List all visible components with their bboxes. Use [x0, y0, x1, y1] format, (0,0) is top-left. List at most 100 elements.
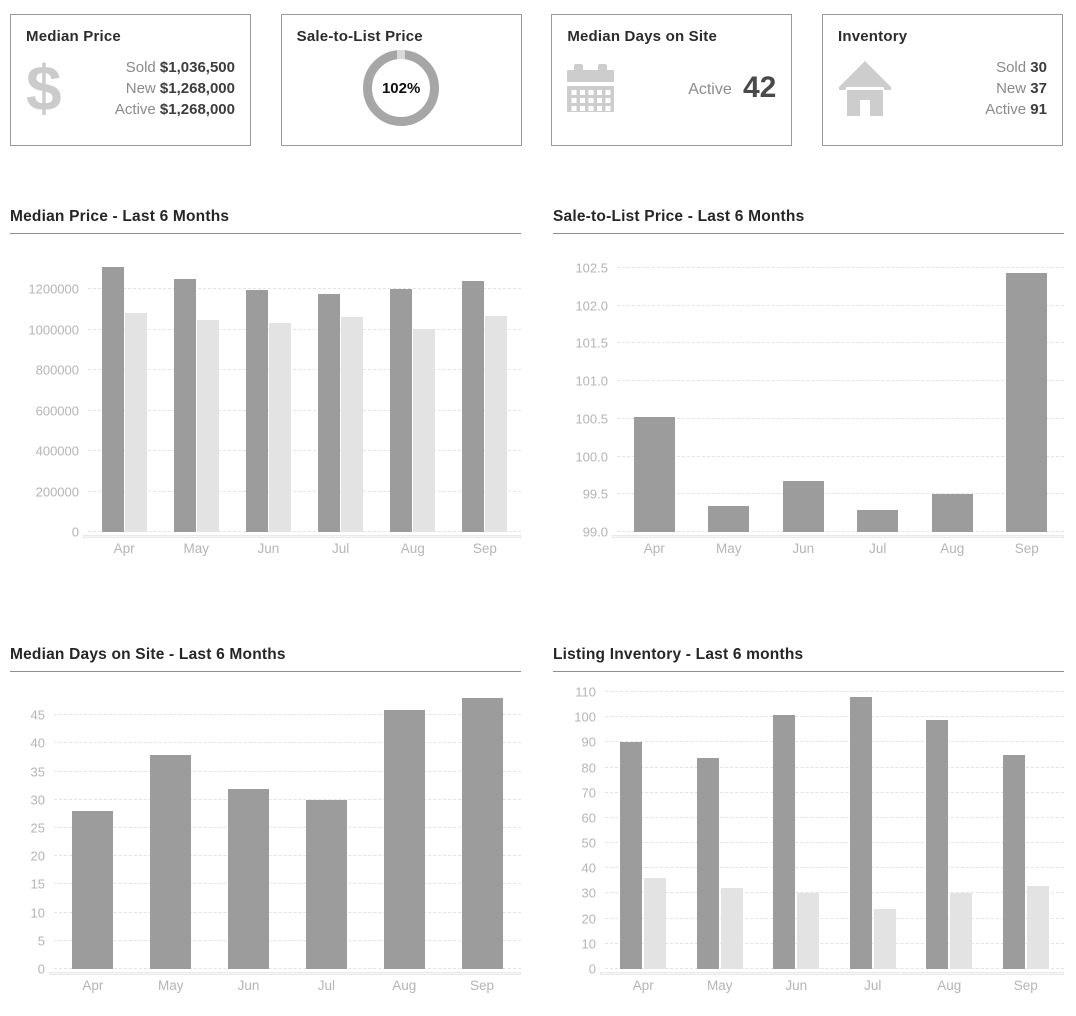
card-body: $ Sold $1,036,500 New $1,268,000 Active $1,…	[26, 45, 235, 131]
chart-plot: 0 200000 400000 600000 800000 1000000 1200000	[28, 249, 521, 539]
bar-apr-secondary	[644, 878, 667, 969]
bar-group-sep	[988, 687, 1065, 969]
x-axis-line	[83, 535, 521, 538]
gridline	[54, 742, 521, 744]
y-tick-label: 10	[30, 905, 45, 921]
x-tick-label: Aug	[400, 541, 425, 556]
x-tick-label: Jun	[785, 978, 808, 993]
x-tick-label: May	[157, 978, 184, 993]
chart-title: Median Days on Site - Last 6 Months	[10, 646, 521, 672]
bar-jun-secondary	[268, 322, 291, 532]
bar-group-sep	[449, 249, 521, 532]
stat-value: 91	[1030, 100, 1047, 118]
gridline	[54, 770, 521, 772]
bar-sep-primary	[461, 698, 503, 969]
calendar-icon	[567, 64, 617, 112]
bar-jul-primary	[857, 510, 899, 532]
bar-group-jun	[766, 249, 841, 532]
gridline	[605, 766, 1064, 768]
x-axis-labels: Apr May Jun Jul Aug Sep	[605, 978, 1064, 993]
bar-may-primary	[696, 757, 719, 969]
gridline	[88, 490, 521, 492]
y-tick-label: 200000	[35, 484, 79, 500]
bar-apr-primary	[101, 267, 124, 532]
card-stats: Active 42	[688, 72, 776, 102]
bar-group-sep	[990, 249, 1065, 532]
bar-aug-primary	[926, 719, 949, 969]
x-axis-line	[49, 972, 521, 975]
bars-layer	[54, 687, 521, 969]
stat-card-inventory: Inventory Sold 30 New 37 Active 91	[821, 14, 1063, 146]
bar-group-jul	[287, 687, 365, 969]
x-tick-label: Jun	[257, 541, 280, 556]
bar-sep-secondary	[485, 315, 508, 532]
y-tick-label: 35	[30, 764, 45, 780]
bar-jul-primary	[318, 294, 341, 532]
y-tick-label: 1200000	[28, 281, 79, 297]
bar-may-secondary	[196, 319, 219, 532]
x-tick-label: Apr	[82, 978, 104, 993]
dollar-icon: $	[26, 52, 62, 124]
bar-group-apr	[605, 687, 682, 969]
y-tick-label: 1000000	[28, 322, 79, 338]
gridline	[605, 867, 1064, 869]
stat-label: Active	[688, 80, 732, 98]
x-axis-labels: Apr May Jun Jul Aug Sep	[617, 541, 1064, 556]
x-tick-label: Jul	[864, 978, 882, 993]
bar-group-may	[692, 249, 767, 532]
chart-title: Median Price - Last 6 Months	[10, 208, 521, 234]
card-body: Active 42	[567, 45, 776, 131]
y-tick-label: 80	[581, 760, 596, 776]
gridline	[88, 531, 521, 532]
bar-aug-secondary	[413, 328, 436, 532]
chart-plot: 0 10 20 30 40 50 60 70 80 90 100 110	[574, 686, 1064, 976]
stat-label: New	[996, 79, 1027, 97]
bars-layer	[605, 687, 1064, 969]
x-tick-label: May	[183, 541, 210, 556]
bar-aug-secondary	[950, 893, 973, 969]
bar-apr-primary	[620, 742, 643, 969]
y-tick-label: 800000	[35, 362, 79, 378]
card-body: 102%	[297, 45, 506, 131]
stat-label: Sold	[996, 58, 1027, 76]
y-tick-label: 100.0	[575, 449, 608, 465]
y-tick-label: 0	[71, 524, 79, 540]
bar-group-apr	[54, 687, 132, 969]
bar-group-jul	[305, 249, 377, 532]
y-tick-label: 600000	[35, 403, 79, 419]
bar-jul-secondary	[341, 317, 364, 532]
bar-apr-primary	[72, 811, 114, 969]
x-tick-label: Aug	[937, 978, 962, 993]
gridline	[88, 450, 521, 452]
chart-title: Sale-to-List Price - Last 6 Months	[553, 208, 1064, 234]
x-axis-labels: Apr May Jun Jul Aug Sep	[54, 978, 521, 993]
gridline	[605, 791, 1064, 793]
card-title: Median Days on Site	[567, 28, 717, 45]
y-tick-label: 60	[581, 810, 596, 826]
x-tick-label: May	[706, 978, 733, 993]
gridline	[605, 892, 1064, 894]
stat-line: Sold 30	[985, 57, 1047, 78]
stat-value: $1,268,000	[159, 100, 235, 118]
gridline	[605, 917, 1064, 919]
card-stats: Sold $1,036,500 New $1,268,000 Active $1,2…	[115, 57, 235, 120]
x-tick-label: Jun	[237, 978, 260, 993]
gridline	[54, 968, 521, 969]
gridline	[605, 816, 1064, 818]
gridline	[54, 883, 521, 885]
y-tick-label: 90	[581, 734, 596, 750]
card-stats: Sold 30 New 37 Active 91	[985, 57, 1047, 120]
bar-may-primary	[708, 505, 750, 532]
x-tick-label: Jul	[869, 541, 887, 556]
stat-card-median-days-on-site: Median Days on Site Active 42	[551, 14, 793, 146]
y-tick-label: 100.5	[575, 411, 608, 427]
x-axis-line	[612, 535, 1064, 538]
y-tick-label: 20	[581, 911, 596, 927]
x-tick-label: Sep	[470, 978, 495, 993]
y-tick-label: 99.0	[582, 524, 608, 540]
bar-aug-primary	[390, 289, 413, 532]
bar-group-jul	[835, 687, 912, 969]
gridline	[617, 304, 1064, 306]
y-tick-label: 30	[30, 792, 45, 808]
x-axis-labels: Apr May Jun Jul Aug Sep	[88, 541, 521, 556]
